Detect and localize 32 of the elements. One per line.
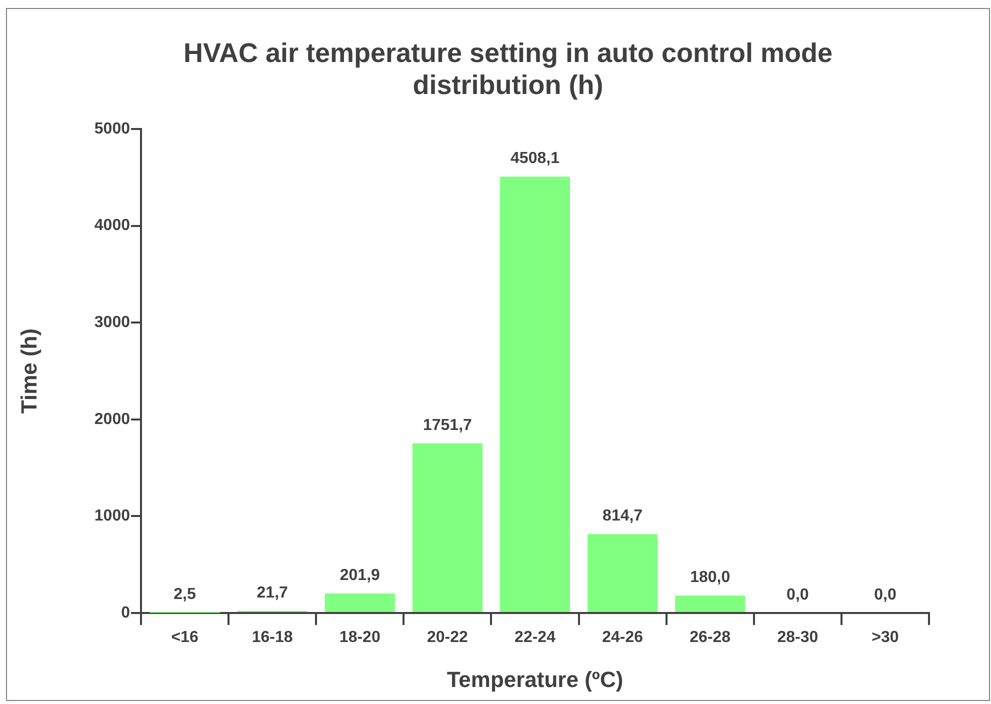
x-axis-title: Temperature (ºC) — [446, 666, 624, 692]
data-label: 2,5 — [174, 586, 196, 604]
y-tick-label: 0 — [121, 604, 130, 622]
bar — [412, 443, 482, 612]
data-label: 4508,1 — [510, 150, 560, 168]
data-label: 0,0 — [874, 586, 896, 604]
x-tick-label: >30 — [872, 629, 899, 646]
x-tick-label: 18-20 — [339, 629, 380, 646]
data-label: 1751,7 — [422, 416, 472, 434]
bar — [324, 593, 395, 612]
y-tick-label: 3000 — [94, 314, 130, 332]
data-label: 201,9 — [340, 566, 380, 584]
data-label: 21,7 — [256, 584, 288, 602]
chart-title: HVAC air temperature setting in auto control mode distribution (h) — [182, 37, 834, 101]
bar — [500, 176, 570, 612]
x-tick-label: 20-22 — [426, 629, 468, 646]
bar — [675, 596, 746, 612]
x-tick-label: 28-30 — [777, 629, 818, 646]
x-tick-label: 26-28 — [690, 629, 731, 646]
x-tick-label: 16-18 — [252, 629, 293, 646]
bar — [588, 534, 658, 612]
x-tick-label: 22-24 — [514, 629, 556, 646]
x-tick-label: <16 — [171, 629, 198, 646]
data-label: 814,7 — [602, 508, 643, 525]
x-tick-label: 24-26 — [602, 629, 644, 646]
y-tick-label: 4000 — [94, 217, 130, 234]
y-axis-title: Time (h) — [16, 328, 42, 414]
data-label: 0,0 — [786, 586, 809, 604]
data-label: 180,0 — [690, 568, 730, 586]
y-tick-label: 5000 — [94, 120, 130, 138]
y-tick-label: 2000 — [94, 410, 130, 428]
y-tick-label: 1000 — [94, 508, 130, 525]
